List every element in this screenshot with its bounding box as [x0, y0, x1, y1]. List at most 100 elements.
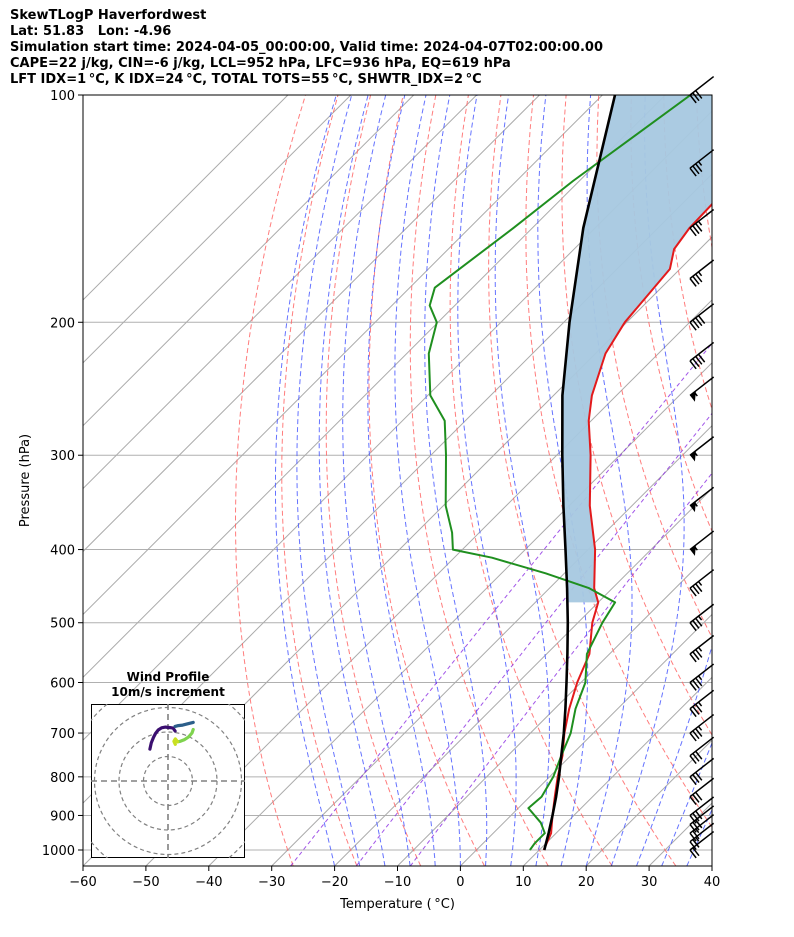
moist-adiabat-line [636, 644, 712, 866]
wind-barb-feather [692, 794, 700, 803]
wind-barb-feather [692, 92, 700, 102]
wind-barb-half-feather [697, 725, 703, 731]
hodograph-inset [91, 704, 245, 858]
wind-barb-feather [692, 821, 700, 831]
x-tick-label: 30 [641, 875, 658, 890]
isotherm-line [83, 95, 540, 553]
wind-barb-feather [695, 791, 703, 801]
isotherm-line [83, 95, 352, 364]
wind-barb-feather [692, 752, 700, 762]
wind-barb-feather [692, 358, 700, 368]
x-tick-label: −60 [69, 875, 96, 890]
x-tick-label: −40 [195, 875, 222, 890]
wind-barb [689, 259, 715, 287]
y-tick-label: 100 [50, 89, 75, 104]
x-tick-label: 40 [704, 875, 721, 890]
wind-barb-feather [689, 849, 697, 859]
moist-adiabat-line [296, 95, 361, 866]
wind-barb-feather [692, 225, 700, 235]
wind-barb [689, 634, 715, 663]
wind-barb-shaft [689, 713, 715, 734]
wind-barb-feather [692, 679, 700, 689]
wind-barb-half-feather [697, 646, 703, 652]
title-indices-2: LFT IDX=1 °C, K IDX=24 °C, TOTAL TOTS=55… [10, 72, 482, 87]
wind-barb-feather [692, 620, 700, 629]
wind-barb-shaft [689, 796, 715, 817]
moist-adiabat-line [610, 95, 685, 866]
wind-barb-feather [689, 776, 697, 786]
wind-barb [689, 713, 715, 742]
mixing-ratio-line [290, 342, 712, 866]
wind-barb-feather [695, 819, 703, 829]
wind-barb [689, 777, 715, 806]
wind-barb-half-feather [697, 675, 703, 681]
wind-barb-half-feather [693, 501, 698, 507]
wind-barb-half-feather [695, 836, 700, 842]
wind-barb-shaft [689, 603, 715, 624]
wind-barb-shaft [689, 303, 715, 323]
wind-barb-feather [689, 321, 697, 331]
moist-adiabat-line [737, 95, 794, 866]
wind-barb-feather [689, 167, 697, 177]
wind-barb [689, 436, 715, 462]
wind-barb-shaft [689, 736, 715, 757]
moist-adiabat-line [424, 95, 488, 866]
inset-subtitle: 10m/s increment [111, 685, 225, 699]
dry-adiabat-line [368, 95, 485, 866]
wind-barb [689, 757, 715, 786]
moist-adiabat-line [686, 808, 712, 866]
isotherm-line [460, 613, 712, 866]
isotherm-line [83, 95, 289, 301]
isotherm-line [397, 550, 712, 866]
y-tick-label: 700 [50, 727, 75, 742]
wind-barb-shaft [689, 341, 715, 362]
wind-barb-feather [692, 706, 700, 715]
wind-barb-feather [692, 319, 700, 329]
wind-barb-feather [689, 823, 697, 833]
wind-barb-feather [695, 223, 703, 232]
wind-barb-shaft [689, 376, 715, 397]
moist-adiabat-line [711, 864, 712, 866]
wind-barb [689, 486, 715, 513]
wind-barb-feather [695, 728, 703, 737]
wind-barb-shaft [689, 530, 715, 551]
moist-adiabat-line [585, 95, 633, 866]
y-tick-label: 600 [50, 677, 75, 692]
x-tick-label: −20 [321, 875, 348, 890]
moist-adiabat-line [494, 95, 550, 866]
wind-barb-feather [695, 750, 703, 760]
dry-adiabat-line [596, 95, 712, 639]
hodograph-trace [173, 720, 195, 728]
wind-barb-half-feather [697, 701, 703, 707]
y-tick-label: 1000 [42, 844, 75, 859]
y-tick-label: 500 [50, 617, 75, 632]
wind-barb-feather [697, 315, 706, 324]
wind-barb-feather [689, 832, 697, 842]
isotherm-line [83, 95, 415, 427]
title-station: SkewTLogP Haverfordwest [10, 8, 207, 23]
x-tick-label: 20 [578, 875, 595, 890]
wind-barb-shaft [689, 149, 715, 169]
wind-barb-feather [695, 617, 703, 627]
wind-barb-feather [697, 353, 706, 363]
moist-adiabat-line [342, 95, 411, 866]
dry-adiabat-line [729, 95, 794, 866]
wind-barb-feather [689, 622, 697, 632]
wind-barb-feather [689, 227, 697, 237]
wind-barb [689, 149, 715, 177]
wind-barb-feather [695, 163, 703, 173]
wind-barb-shaft [689, 259, 715, 280]
wind-barb-half-feather [693, 545, 698, 551]
dry-adiabat-line [235, 95, 306, 866]
parcel-line [543, 95, 617, 851]
title-indices-1: CAPE=22 j/kg, CIN=-6 j/kg, LCL=952 hPa, … [10, 56, 511, 71]
y-tick-label: 200 [50, 316, 75, 331]
x-tick-label: −50 [132, 875, 159, 890]
wind-barb [689, 303, 715, 331]
wind-barb [689, 830, 715, 859]
wind-barb-half-feather [693, 391, 698, 397]
wind-barb-half-feather [697, 220, 703, 226]
hodograph-trace [148, 725, 177, 751]
wind-barb-feather [695, 649, 703, 658]
wind-barb-feather [695, 583, 703, 593]
